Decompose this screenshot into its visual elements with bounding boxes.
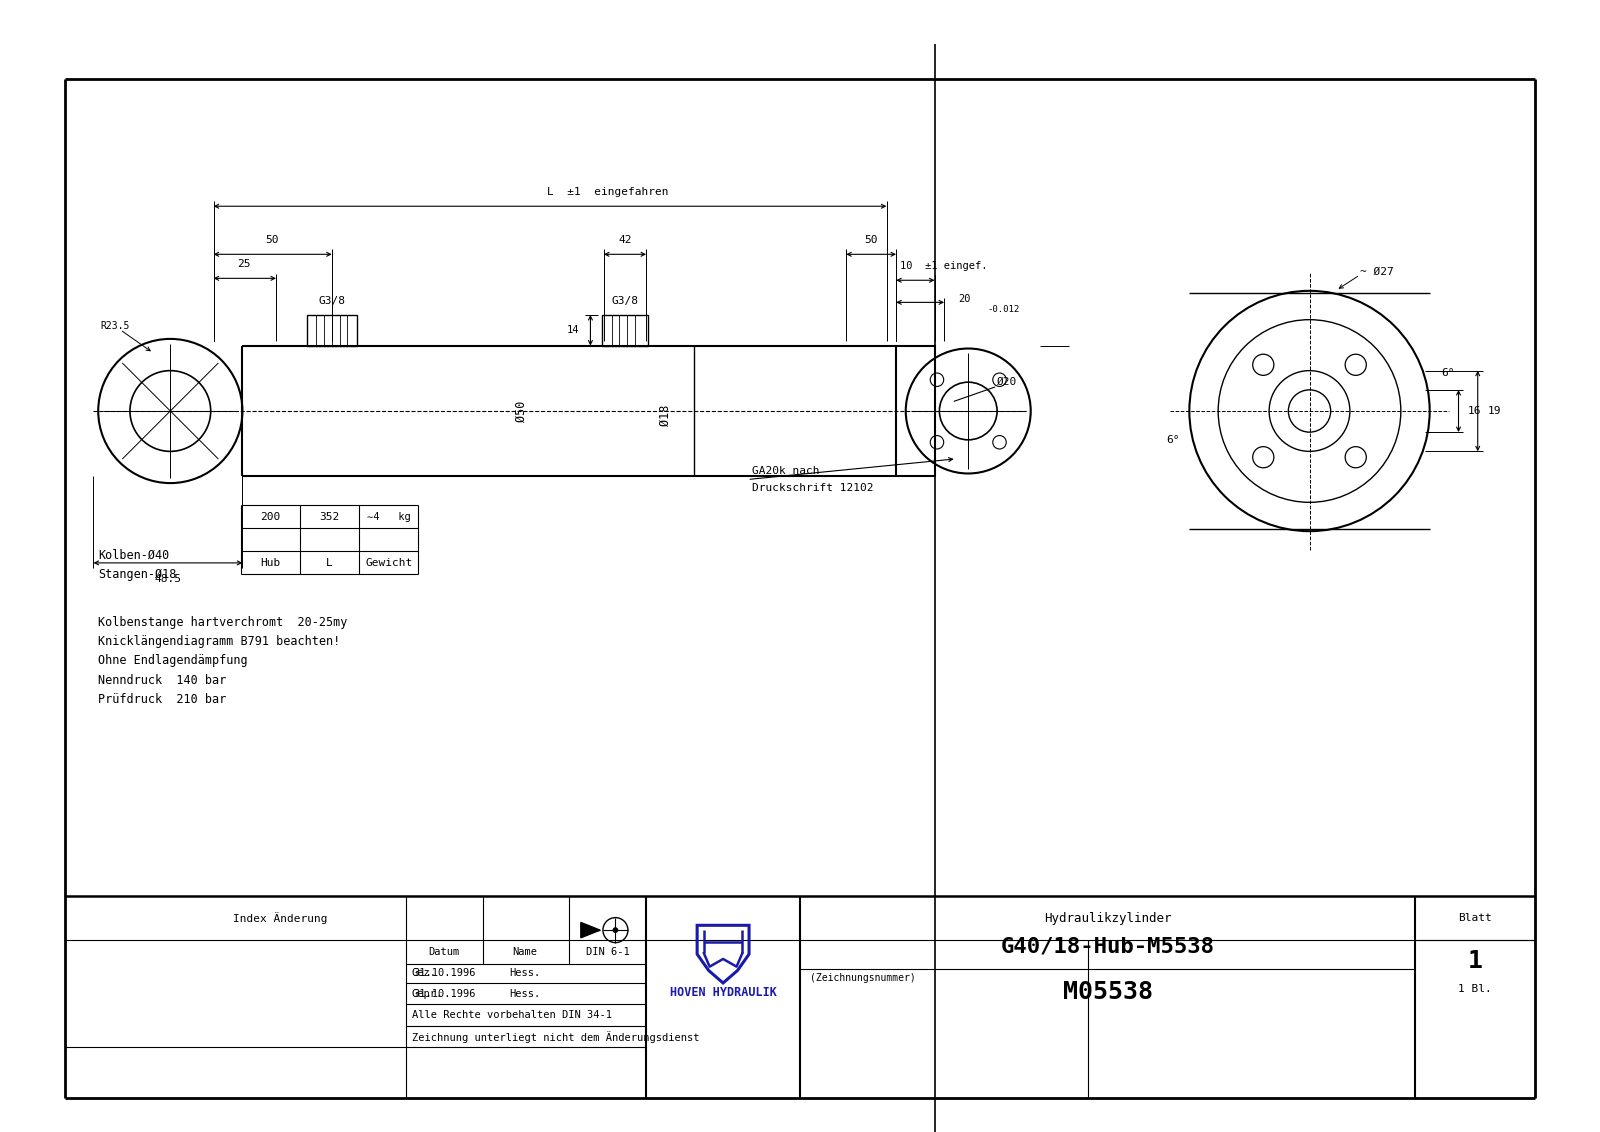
Text: 25: 25	[237, 259, 251, 268]
Text: R23.5: R23.5	[101, 321, 130, 332]
Text: Druckschrift 12102: Druckschrift 12102	[752, 483, 874, 492]
Text: Datum: Datum	[429, 946, 459, 957]
Text: Ohne Endlagendämpfung: Ohne Endlagendämpfung	[98, 654, 248, 668]
Text: Blatt: Blatt	[1458, 914, 1491, 923]
Text: Hess.: Hess.	[509, 968, 541, 978]
Polygon shape	[581, 923, 600, 937]
Text: 14: 14	[566, 325, 579, 335]
Text: Prüfdruck  210 bar: Prüfdruck 210 bar	[98, 693, 227, 706]
Text: Hess.: Hess.	[509, 988, 541, 998]
Text: L  ±1  eingefahren: L ±1 eingefahren	[547, 187, 669, 197]
Text: HOVEN HYDRAULIK: HOVEN HYDRAULIK	[670, 986, 776, 1000]
Text: 31.10.1996: 31.10.1996	[413, 968, 475, 978]
Text: 1: 1	[1467, 950, 1482, 974]
Text: 48.5: 48.5	[154, 574, 181, 584]
Bar	[602, 315, 648, 345]
Text: Gez.: Gez.	[411, 968, 437, 978]
Text: 50: 50	[266, 234, 278, 245]
Text: Name: Name	[512, 946, 538, 957]
Text: GA20k nach: GA20k nach	[752, 465, 819, 475]
Bar	[896, 345, 934, 477]
Text: Hydraulikzylinder: Hydraulikzylinder	[1043, 911, 1171, 925]
Text: 19: 19	[1488, 406, 1501, 415]
Circle shape	[613, 927, 618, 933]
Text: Hub: Hub	[261, 558, 280, 568]
Text: 20: 20	[958, 294, 971, 305]
Text: Kolben-Ø40: Kolben-Ø40	[98, 549, 170, 561]
Text: Gewicht: Gewicht	[365, 558, 413, 568]
Bar	[307, 315, 357, 345]
Text: DIN 6-1: DIN 6-1	[586, 946, 630, 957]
Text: 1 Bl.: 1 Bl.	[1458, 984, 1491, 994]
Text: Alle Rechte vorbehalten DIN 34-1: Alle Rechte vorbehalten DIN 34-1	[411, 1010, 611, 1020]
Text: 42: 42	[618, 234, 632, 245]
Text: M05538: M05538	[1062, 979, 1152, 1004]
Text: Ø50: Ø50	[515, 401, 528, 422]
Text: Ø18: Ø18	[659, 405, 672, 427]
Text: 31.10.1996: 31.10.1996	[413, 988, 475, 998]
Text: G3/8: G3/8	[318, 297, 346, 307]
Text: Index Änderung: Index Änderung	[234, 912, 328, 924]
Text: 50: 50	[864, 234, 878, 245]
Text: Knicklängendiagramm B791 beachten!: Knicklängendiagramm B791 beachten!	[98, 635, 341, 649]
Text: ∼4   kg: ∼4 kg	[366, 512, 411, 522]
Text: -0.012: -0.012	[987, 305, 1019, 314]
Text: 352: 352	[320, 512, 339, 522]
Text: 6°: 6°	[1166, 435, 1179, 445]
Text: 200: 200	[261, 512, 280, 522]
Text: ~ Ø27: ~ Ø27	[1360, 267, 1394, 276]
Text: Stangen-Ø18: Stangen-Ø18	[98, 568, 176, 581]
Text: 6°: 6°	[1442, 368, 1454, 378]
Text: (Zeichnungsnummer): (Zeichnungsnummer)	[810, 974, 915, 984]
Text: Gepr.: Gepr.	[411, 988, 443, 998]
Text: Ø20: Ø20	[997, 377, 1018, 387]
Text: G40/18-Hub-M5538: G40/18-Hub-M5538	[1000, 937, 1214, 957]
Text: L: L	[326, 558, 333, 568]
Text: Zeichnung unterliegt nicht dem Änderungsdienst: Zeichnung unterliegt nicht dem Änderungs…	[411, 1031, 699, 1043]
Text: G3/8: G3/8	[611, 297, 638, 307]
Text: Kolbenstange hartverchromt  20-25my: Kolbenstange hartverchromt 20-25my	[98, 616, 347, 629]
Text: 16: 16	[1469, 406, 1482, 415]
Text: 10  ±1 eingef.: 10 ±1 eingef.	[901, 260, 987, 271]
Text: Nenndruck  140 bar: Nenndruck 140 bar	[98, 674, 227, 687]
